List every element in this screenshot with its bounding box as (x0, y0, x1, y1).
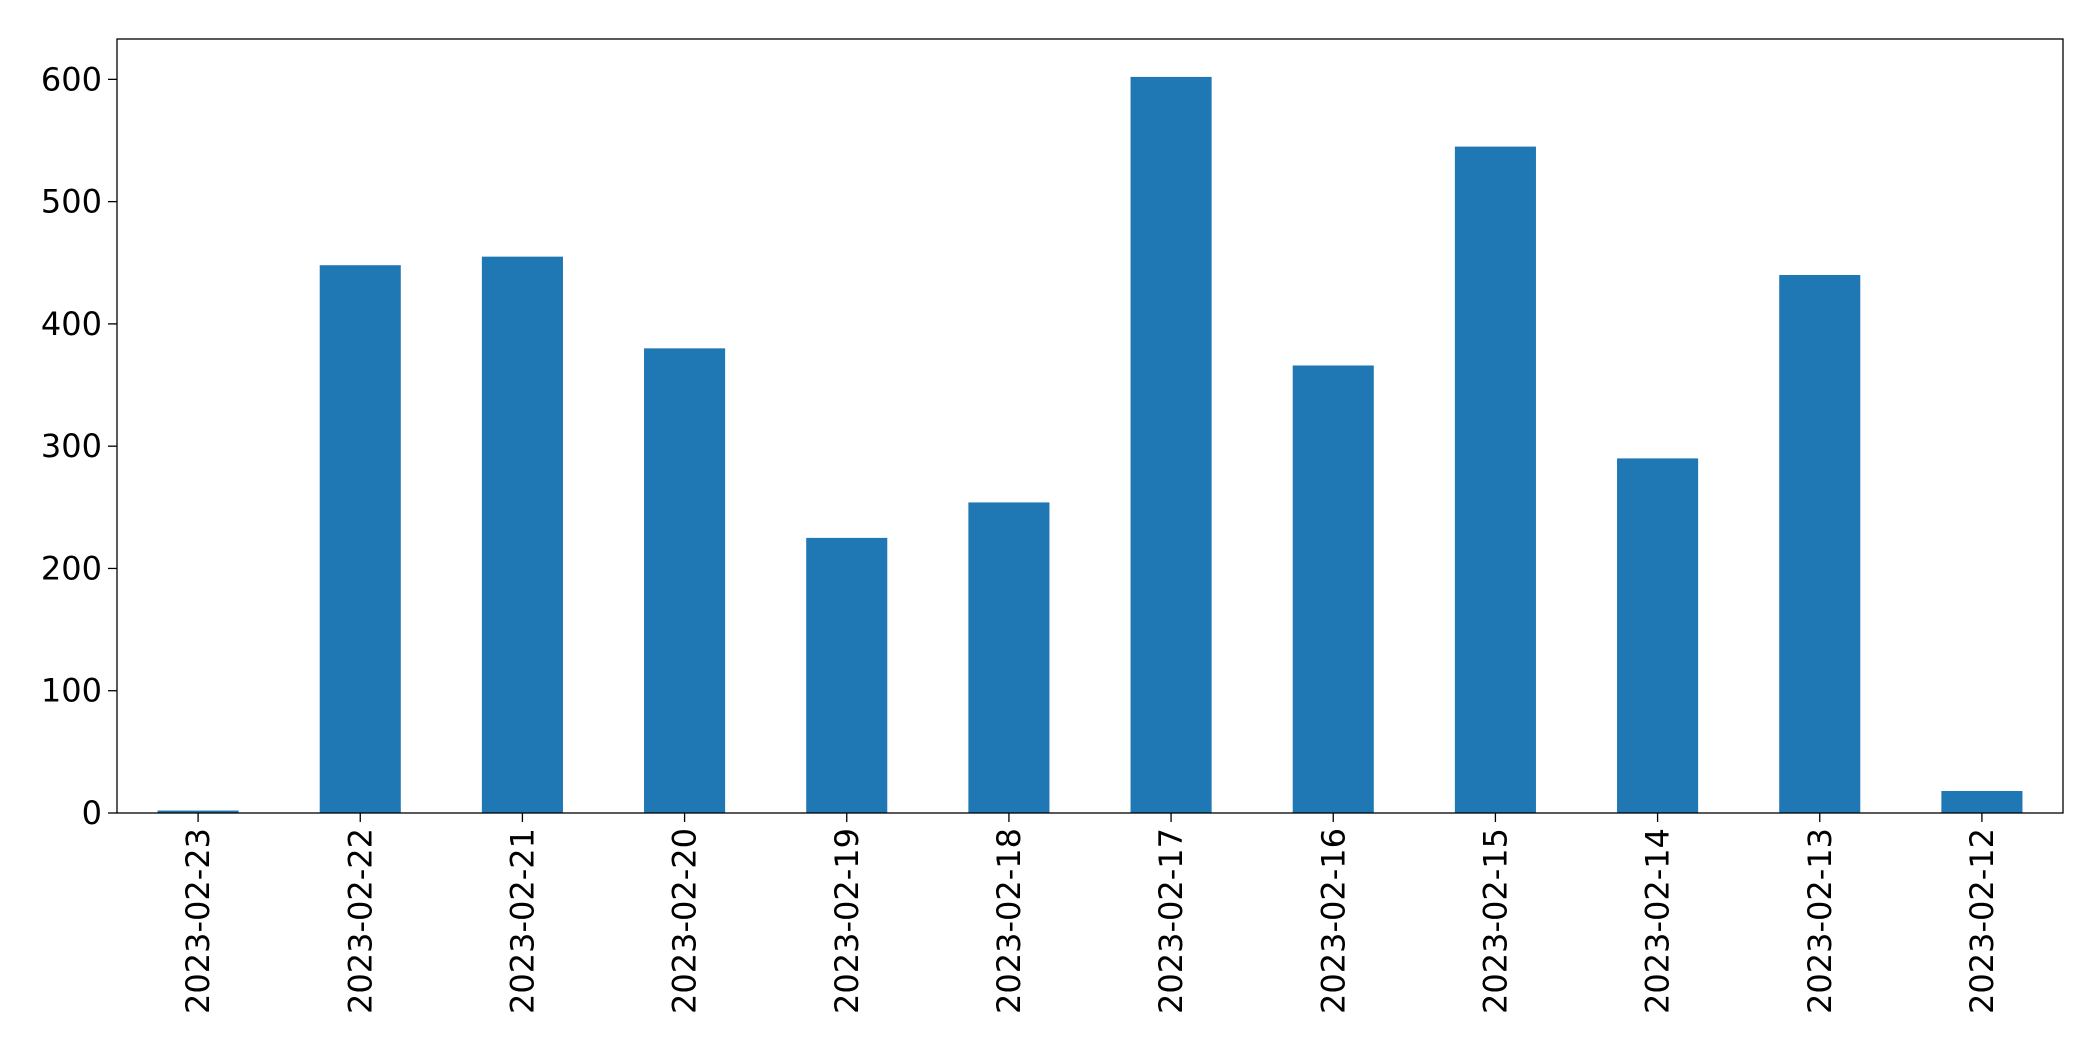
x-tick-label: 2023-02-18 (990, 828, 1028, 1014)
x-tick-label: 2023-02-22 (341, 828, 379, 1014)
bar (481, 256, 563, 813)
bar (319, 265, 401, 814)
x-tick-label: 2023-02-19 (828, 828, 866, 1014)
y-tick-label: 400 (41, 305, 102, 343)
x-tick-label: 2023-02-23 (179, 828, 217, 1014)
y-tick-label: 200 (41, 549, 102, 587)
x-tick-label: 2023-02-12 (1963, 828, 2001, 1014)
x-tick-label: 2023-02-14 (1639, 828, 1677, 1014)
bar (1130, 76, 1212, 813)
bar (1292, 365, 1374, 813)
bar (1617, 458, 1699, 813)
bar (1941, 790, 2023, 813)
y-tick-label: 100 (41, 672, 102, 710)
x-tick-label: 2023-02-15 (1476, 828, 1514, 1014)
bar (644, 348, 726, 813)
x-tick-label: 2023-02-21 (503, 828, 541, 1014)
plot-frame (116, 38, 2064, 814)
bar (968, 502, 1050, 813)
y-tick-label: 500 (41, 183, 102, 221)
x-tick-label: 2023-02-17 (1152, 828, 1190, 1014)
y-tick-label: 0 (82, 794, 102, 832)
y-tick-label: 300 (41, 427, 102, 465)
x-tick-label: 2023-02-16 (1314, 828, 1352, 1014)
x-tick-label: 2023-02-20 (666, 828, 704, 1014)
y-tick-label: 600 (41, 60, 102, 98)
x-tick-label: 2023-02-13 (1801, 828, 1839, 1014)
bar (1779, 274, 1861, 814)
bar (1454, 146, 1536, 813)
bar (157, 810, 239, 813)
bar (806, 537, 888, 813)
